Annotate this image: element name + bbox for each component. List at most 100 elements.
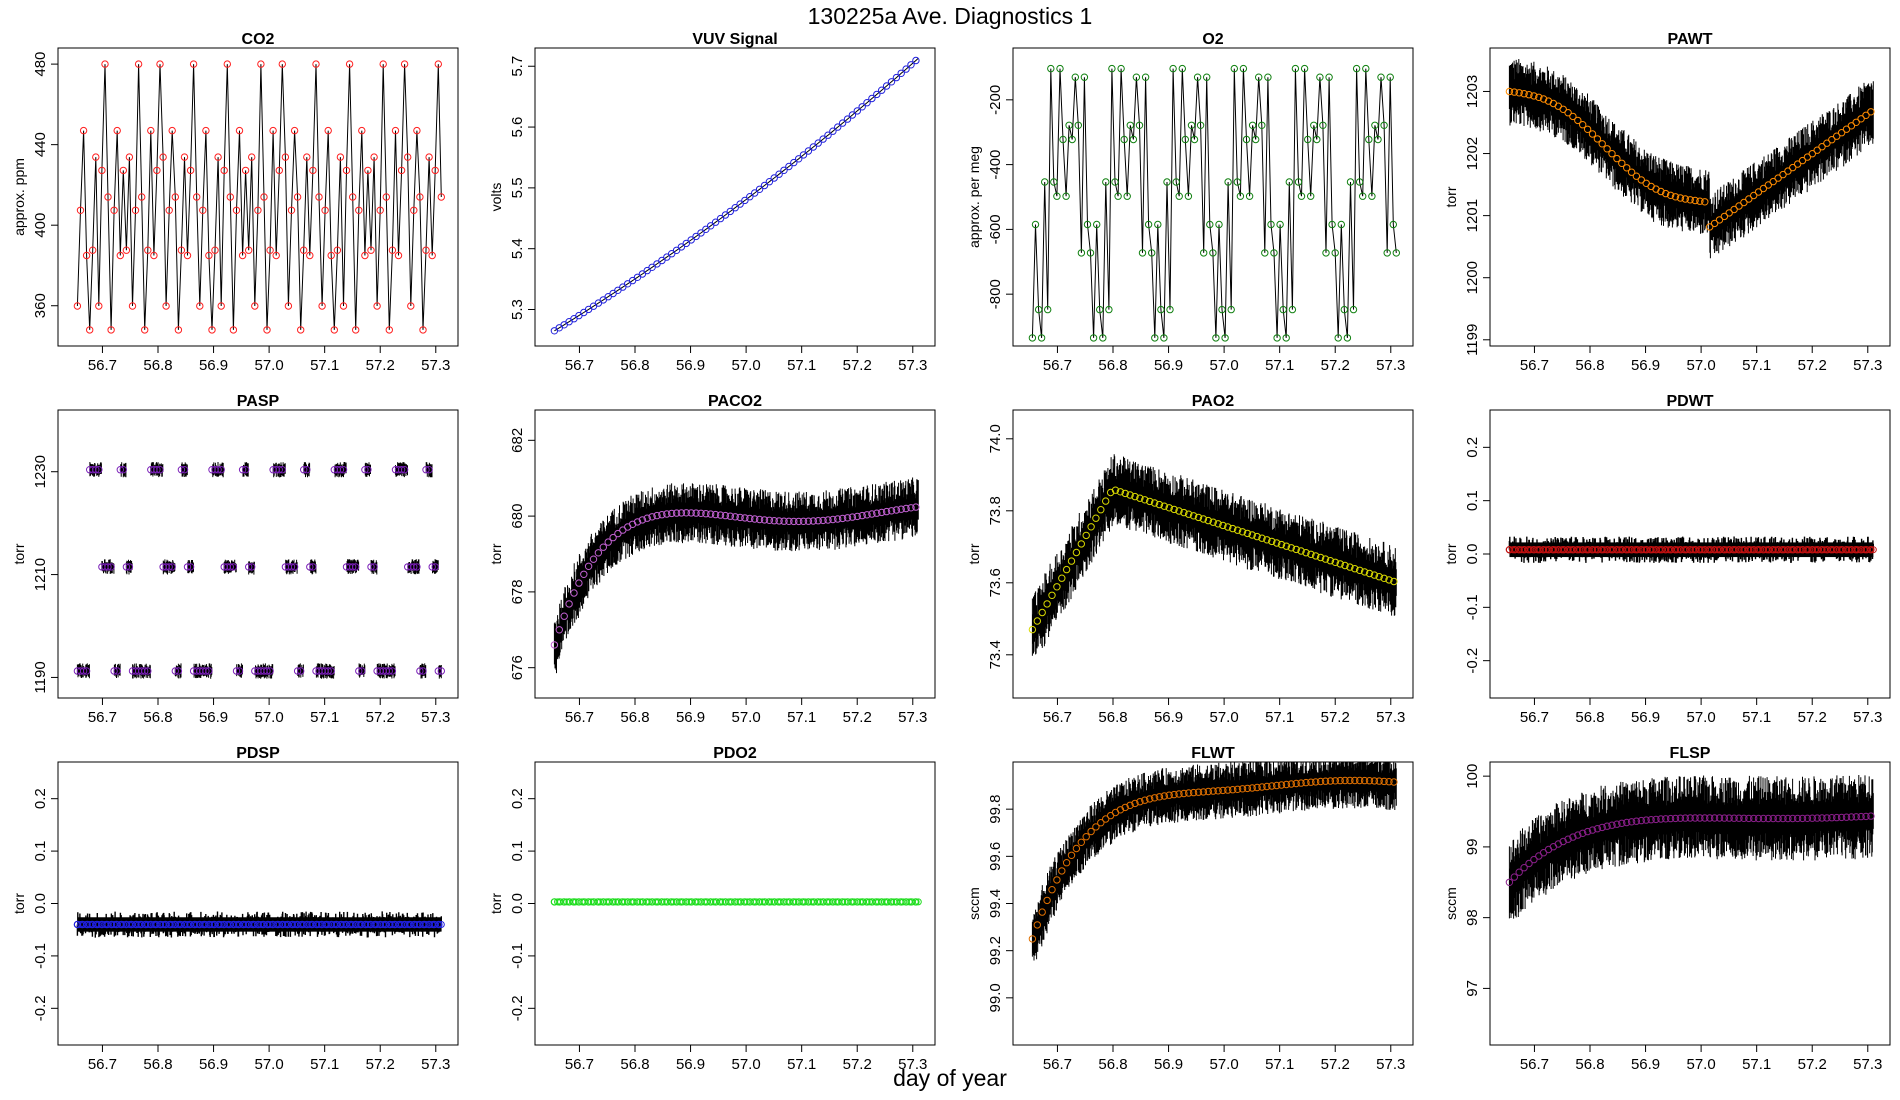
data-point xyxy=(1056,64,1064,73)
data-point xyxy=(1349,305,1358,314)
data-point xyxy=(1282,542,1291,550)
y-tick-label: 73.8 xyxy=(987,496,1004,525)
data-point xyxy=(1082,531,1090,540)
plot-frame xyxy=(57,761,459,1046)
data-point xyxy=(1579,829,1587,837)
data-point xyxy=(266,667,274,675)
data-point xyxy=(1044,305,1052,314)
x-tick-label: 57.0 xyxy=(732,709,761,726)
data-point xyxy=(1360,568,1369,576)
data-point xyxy=(824,516,832,524)
data-point xyxy=(741,196,749,205)
data-point xyxy=(1365,777,1374,785)
data-point xyxy=(599,543,607,551)
data-point xyxy=(775,517,783,525)
data-point xyxy=(345,60,354,68)
data-point xyxy=(1764,181,1773,189)
data-point xyxy=(1189,512,1198,520)
y-axis-label: torr xyxy=(488,543,504,564)
data-point xyxy=(1196,121,1205,130)
data-point xyxy=(838,119,847,127)
y-axis-label: sccm xyxy=(1443,887,1459,920)
data-point xyxy=(388,667,397,675)
data-point xyxy=(1613,154,1621,163)
data-point xyxy=(594,549,603,557)
data-point xyxy=(397,466,406,474)
data-point xyxy=(355,206,363,215)
data-point xyxy=(1720,212,1729,221)
data-point xyxy=(1515,89,1523,97)
data-point xyxy=(848,111,857,119)
data-point xyxy=(1123,192,1131,200)
data-series xyxy=(73,60,445,334)
data-point xyxy=(1050,178,1058,186)
data-point xyxy=(1263,536,1271,544)
data-point xyxy=(382,193,390,201)
data-point xyxy=(134,60,143,68)
y-tick-label: 682 xyxy=(509,428,526,453)
data-point xyxy=(1154,220,1162,229)
data-point xyxy=(1277,781,1286,789)
data-point xyxy=(1359,192,1367,200)
data-point xyxy=(1715,216,1724,224)
data-point xyxy=(177,246,186,254)
y-tick-label: 0.1 xyxy=(32,841,49,862)
y-axis-label: torr xyxy=(1443,543,1459,564)
data-point xyxy=(1386,73,1394,81)
x-tick-label: 57.2 xyxy=(1798,357,1827,374)
data-point xyxy=(1352,64,1361,73)
data-point xyxy=(668,250,676,258)
data-point xyxy=(790,517,798,526)
data-point xyxy=(1194,788,1203,796)
data-point xyxy=(1828,136,1836,144)
data-point xyxy=(315,193,323,201)
data-point xyxy=(1248,784,1256,792)
data-point xyxy=(1178,64,1187,73)
data-point xyxy=(1510,873,1519,881)
data-point xyxy=(281,153,290,161)
chart-title: FLSP xyxy=(1670,745,1711,762)
x-tick-label: 57.3 xyxy=(1853,709,1882,726)
data-point xyxy=(1321,777,1330,785)
data-point xyxy=(180,153,189,161)
data-point xyxy=(1248,531,1256,539)
data-point xyxy=(1588,130,1597,138)
data-point xyxy=(1067,851,1076,859)
data-point xyxy=(327,251,335,260)
data-point xyxy=(1588,826,1597,834)
data-point xyxy=(342,166,351,175)
x-tick-label: 57.2 xyxy=(1798,1056,1827,1073)
data-point xyxy=(1238,785,1247,793)
data-point xyxy=(1321,555,1330,563)
data-point xyxy=(1657,815,1665,823)
data-point xyxy=(780,517,788,525)
data-point xyxy=(682,509,690,517)
data-point xyxy=(858,511,866,520)
data-series xyxy=(550,898,922,906)
data-point xyxy=(1559,105,1567,114)
data-point xyxy=(1126,121,1135,130)
data-point xyxy=(1823,814,1831,822)
data-point xyxy=(1857,115,1865,123)
data-point xyxy=(364,466,372,474)
data-point xyxy=(89,246,97,254)
data-point xyxy=(232,667,241,675)
chart-pdo2: PDO2 56.7 56.8 56.9 57.0 57.1 57.2 57.3 0.2 0.1 0.… xyxy=(488,745,936,1073)
data-point xyxy=(1209,249,1217,257)
data-point xyxy=(1287,544,1296,552)
data-point xyxy=(780,166,788,175)
data-point xyxy=(1214,787,1222,795)
data-point xyxy=(672,509,681,517)
data-point xyxy=(1652,815,1660,824)
data-point xyxy=(731,204,739,212)
data-point xyxy=(741,514,749,522)
data-point xyxy=(1735,202,1743,210)
data-point xyxy=(550,641,559,649)
data-point xyxy=(838,514,847,523)
data-point xyxy=(1740,198,1748,207)
data-point xyxy=(1224,523,1232,531)
y-tick-label: 100 xyxy=(1464,764,1481,789)
data-point xyxy=(275,466,283,474)
data-point xyxy=(1048,886,1056,894)
noise-trace xyxy=(553,477,919,674)
